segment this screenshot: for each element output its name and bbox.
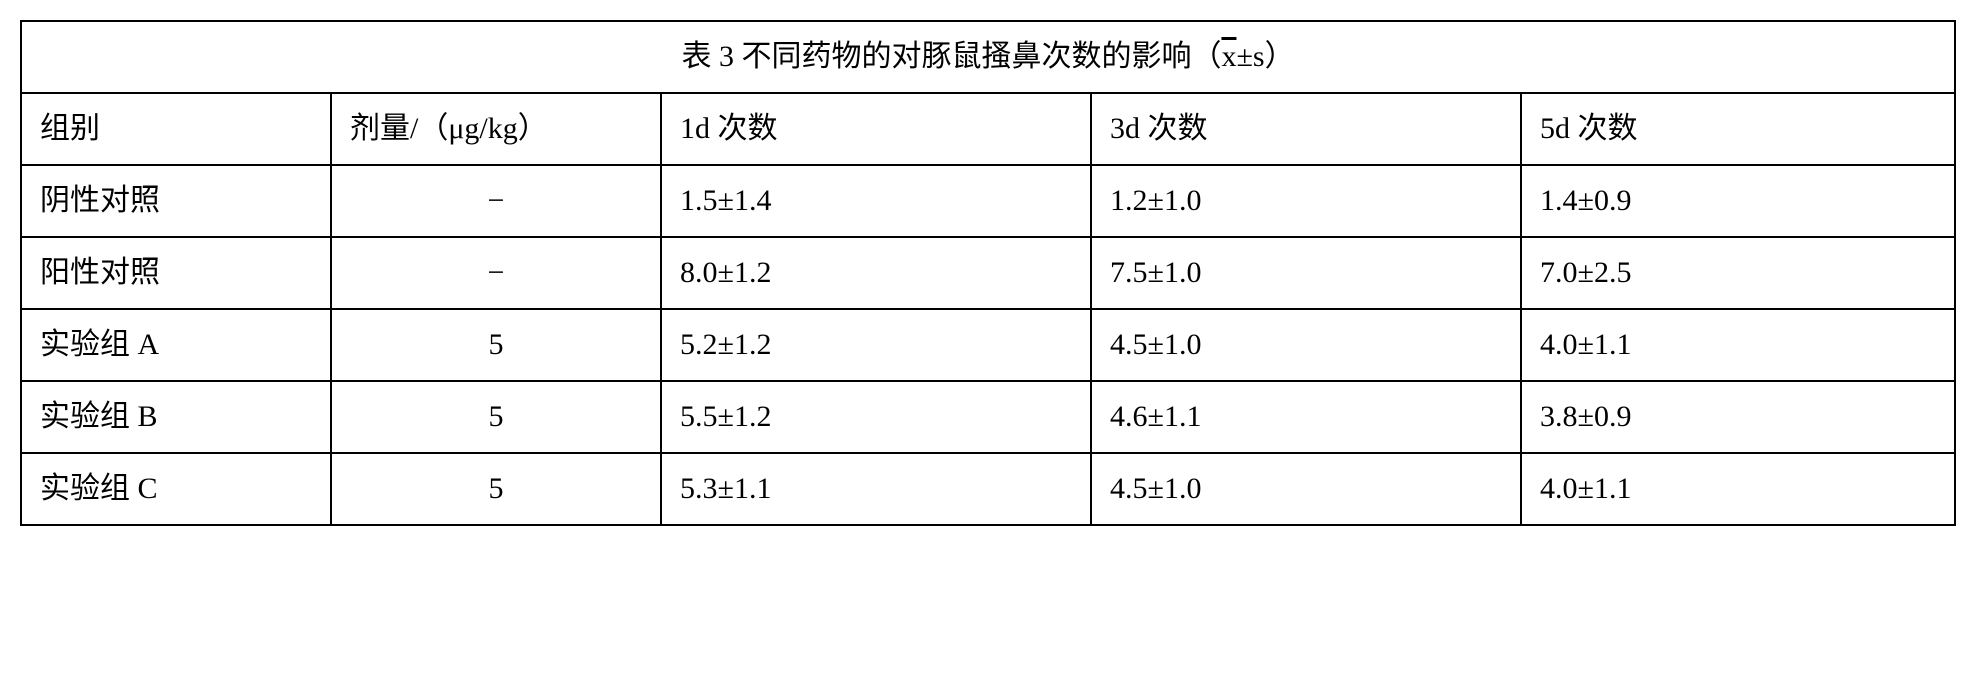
- cell-dose: −: [331, 165, 661, 237]
- cell-d5: 7.0±2.5: [1521, 237, 1955, 309]
- table-row: 实验组 B 5 5.5±1.2 4.6±1.1 3.8±0.9: [21, 381, 1955, 453]
- header-row: 组别 剂量/（μg/kg） 1d 次数 3d 次数 5d 次数: [21, 93, 1955, 165]
- cell-dose: −: [331, 237, 661, 309]
- cell-d1: 5.3±1.1: [661, 453, 1091, 525]
- header-d5: 5d 次数: [1521, 93, 1955, 165]
- title-xbar: x: [1221, 36, 1236, 78]
- header-d1: 1d 次数: [661, 93, 1091, 165]
- title-row: 表 3 不同药物的对豚鼠搔鼻次数的影响（x±s）: [21, 21, 1955, 93]
- cell-d1: 1.5±1.4: [661, 165, 1091, 237]
- header-d3: 3d 次数: [1091, 93, 1521, 165]
- header-group: 组别: [21, 93, 331, 165]
- title-prefix: 表 3 不同药物的对豚鼠搔鼻次数的影响（: [681, 40, 1221, 73]
- title-suffix: ±s）: [1236, 40, 1294, 73]
- cell-d5: 3.8±0.9: [1521, 381, 1955, 453]
- cell-d1: 5.5±1.2: [661, 381, 1091, 453]
- cell-d5: 4.0±1.1: [1521, 309, 1955, 381]
- header-dose: 剂量/（μg/kg）: [331, 93, 661, 165]
- cell-d5: 1.4±0.9: [1521, 165, 1955, 237]
- cell-d3: 1.2±1.0: [1091, 165, 1521, 237]
- cell-d1: 5.2±1.2: [661, 309, 1091, 381]
- table-title: 表 3 不同药物的对豚鼠搔鼻次数的影响（x±s）: [21, 21, 1955, 93]
- cell-dose: 5: [331, 453, 661, 525]
- table-row: 阴性对照 − 1.5±1.4 1.2±1.0 1.4±0.9: [21, 165, 1955, 237]
- data-table: 表 3 不同药物的对豚鼠搔鼻次数的影响（x±s） 组别 剂量/（μg/kg） 1…: [20, 20, 1956, 526]
- cell-d3: 4.5±1.0: [1091, 309, 1521, 381]
- cell-group: 实验组 A: [21, 309, 331, 381]
- table-row: 阳性对照 − 8.0±1.2 7.5±1.0 7.0±2.5: [21, 237, 1955, 309]
- cell-group: 阴性对照: [21, 165, 331, 237]
- data-table-container: 表 3 不同药物的对豚鼠搔鼻次数的影响（x±s） 组别 剂量/（μg/kg） 1…: [20, 20, 1954, 526]
- table-row: 实验组 A 5 5.2±1.2 4.5±1.0 4.0±1.1: [21, 309, 1955, 381]
- cell-dose: 5: [331, 309, 661, 381]
- cell-group: 实验组 C: [21, 453, 331, 525]
- cell-d3: 4.5±1.0: [1091, 453, 1521, 525]
- cell-d5: 4.0±1.1: [1521, 453, 1955, 525]
- cell-d3: 4.6±1.1: [1091, 381, 1521, 453]
- table-row: 实验组 C 5 5.3±1.1 4.5±1.0 4.0±1.1: [21, 453, 1955, 525]
- cell-dose: 5: [331, 381, 661, 453]
- cell-group: 实验组 B: [21, 381, 331, 453]
- cell-group: 阳性对照: [21, 237, 331, 309]
- cell-d1: 8.0±1.2: [661, 237, 1091, 309]
- cell-d3: 7.5±1.0: [1091, 237, 1521, 309]
